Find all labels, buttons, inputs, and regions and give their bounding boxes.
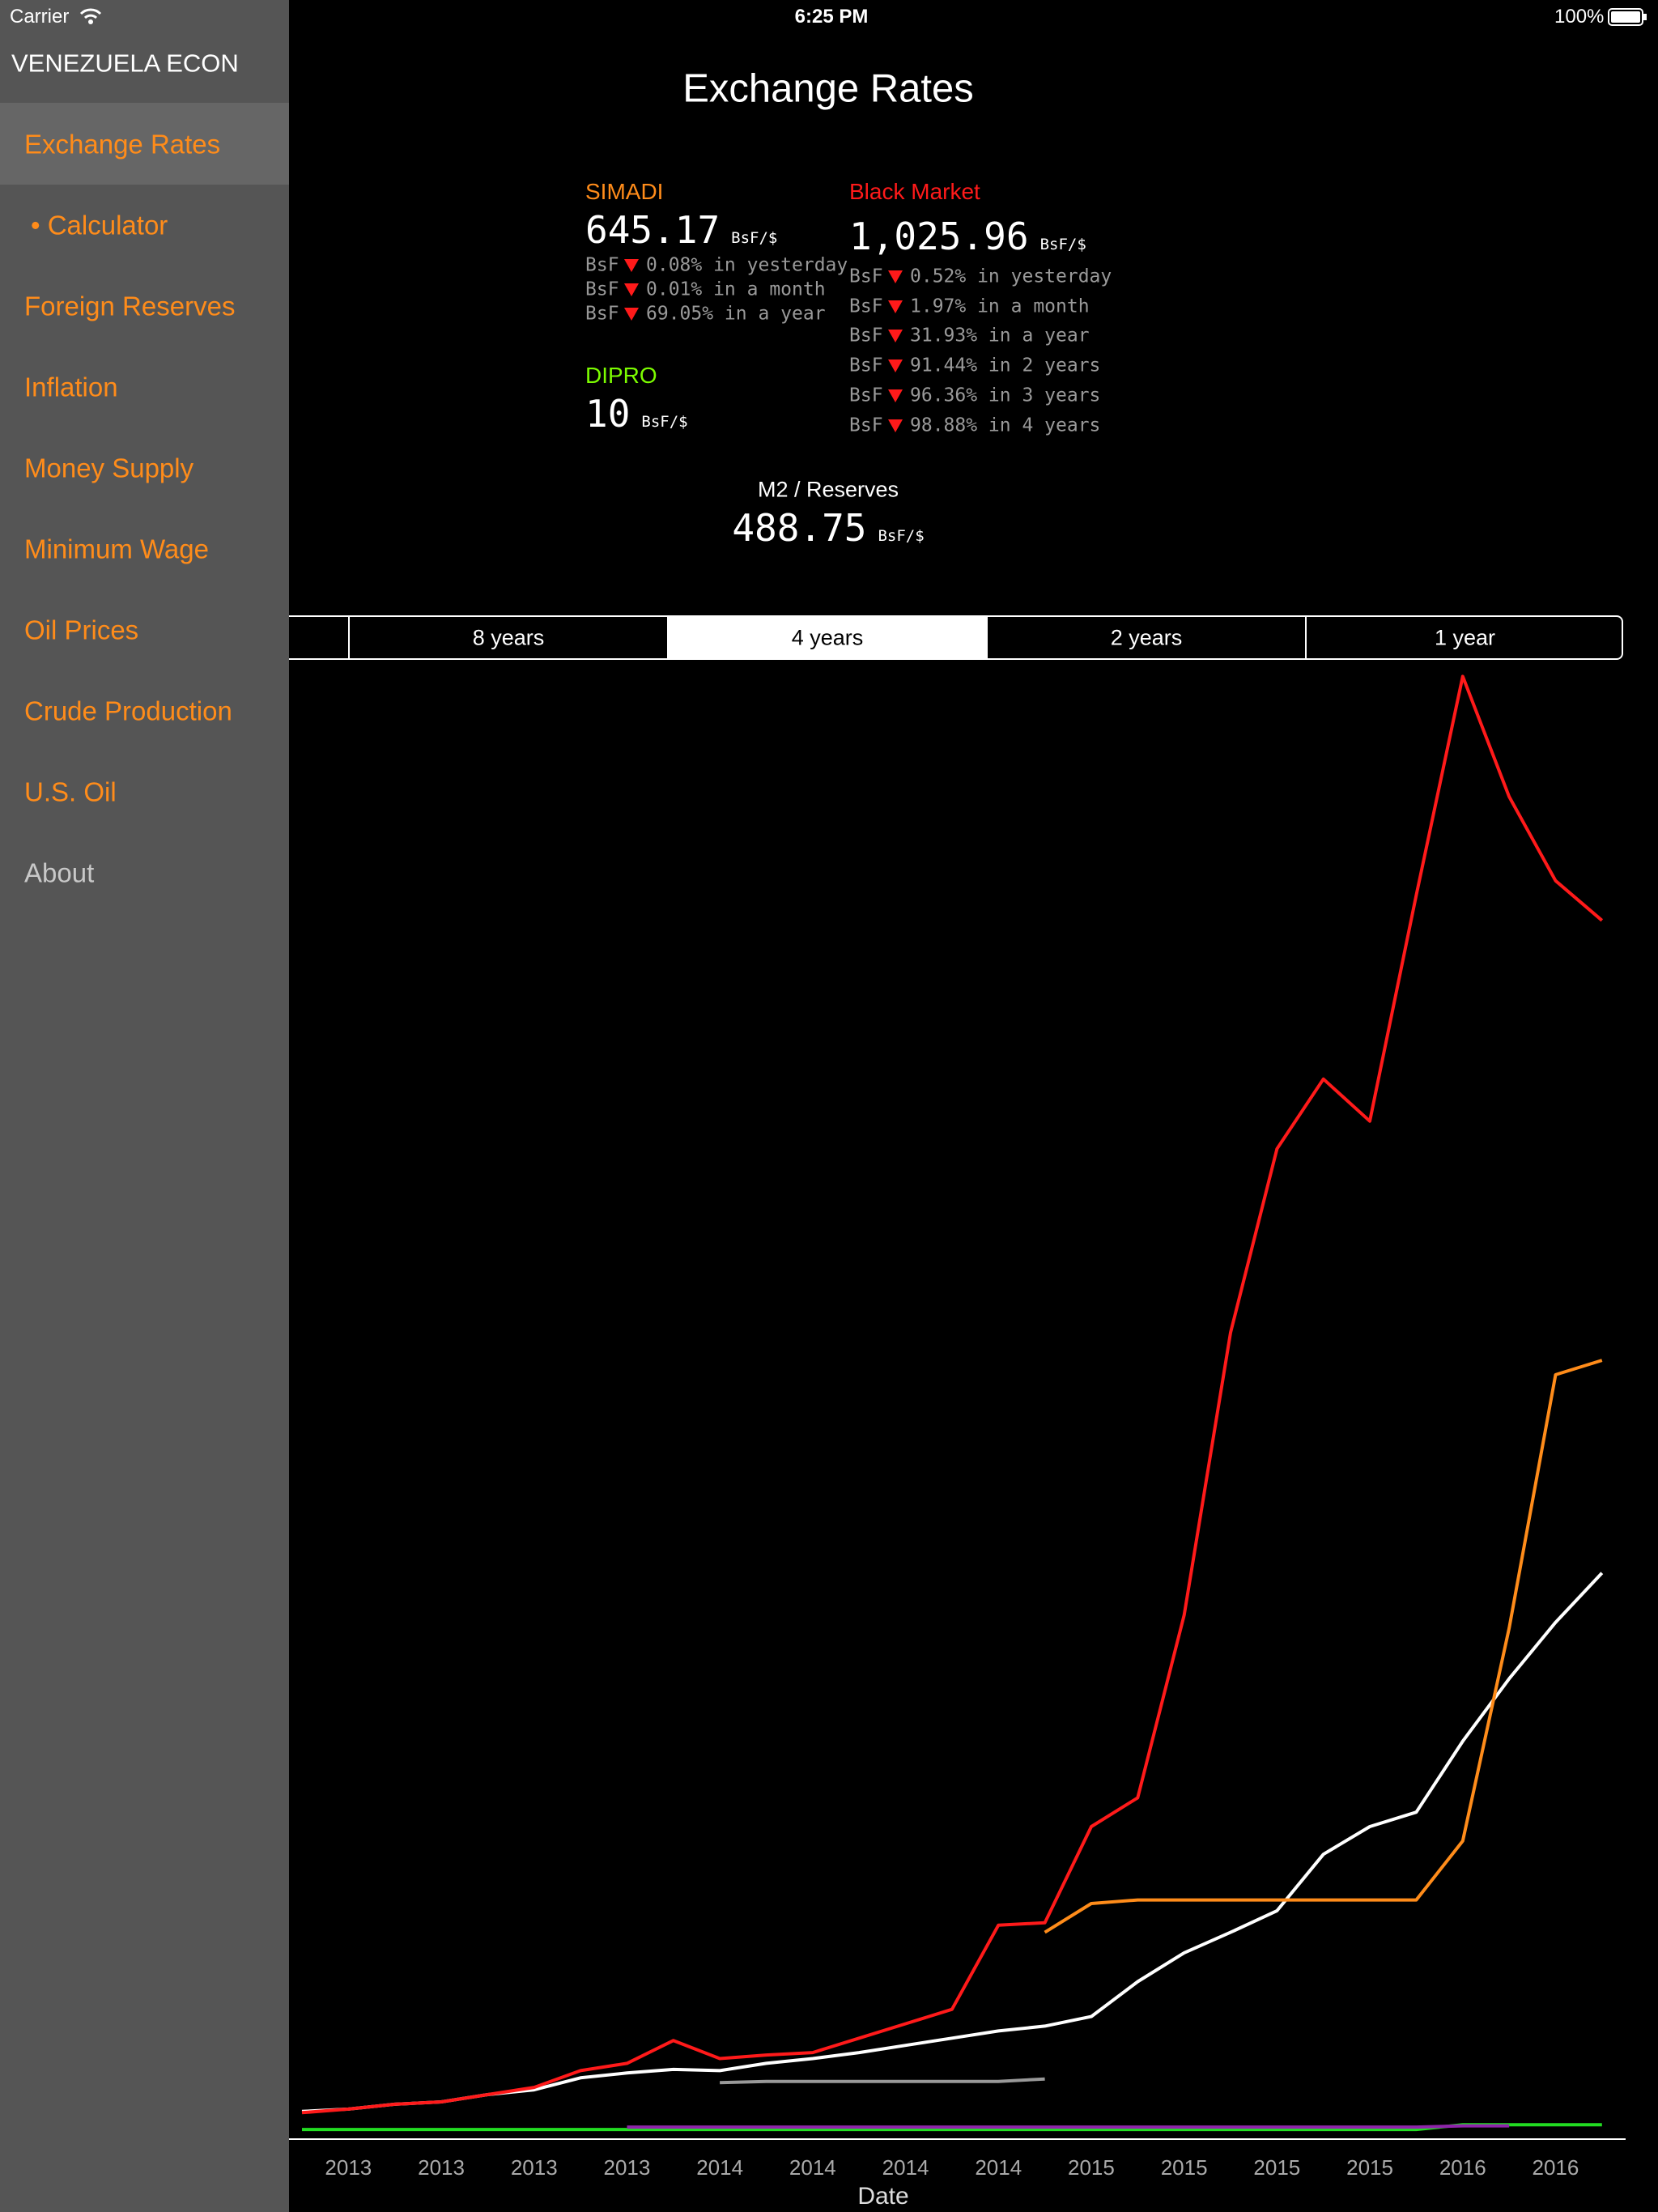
segment[interactable]: 8 years — [350, 617, 669, 658]
segment-label: 1 year — [1434, 625, 1496, 649]
change-currency: BsF — [849, 355, 883, 376]
segment[interactable]: 1 year — [1307, 617, 1623, 658]
x-tick-label: 2014 — [882, 2155, 929, 2180]
x-tick-label: 2013 — [325, 2155, 372, 2180]
x-tick-label: 2013 — [511, 2155, 558, 2180]
menu-item[interactable]: • Calculator — [31, 210, 168, 240]
change-currency: BsF — [585, 303, 619, 325]
change-currency: BsF — [849, 266, 883, 287]
rate-value: 645.17 — [585, 208, 721, 252]
down-arrow — [888, 419, 903, 432]
x-tick-label: 2015 — [1161, 2155, 1208, 2180]
menu-item[interactable]: Inflation — [24, 372, 118, 402]
app-title: VENEZUELA ECON — [11, 49, 239, 78]
x-tick-label: 2016 — [1439, 2155, 1486, 2180]
rate-unit: BsF/$ — [1039, 236, 1086, 253]
down-arrow — [624, 283, 639, 296]
battery-level: 100% — [1554, 6, 1605, 28]
segmented-control: 8 years 4 years 2 years 1 year — [289, 615, 1623, 660]
down-arrow — [888, 389, 903, 402]
rate-value-row: 10 BsF/$ — [585, 395, 688, 432]
change-text: 0.01% in a month — [646, 279, 826, 300]
rate-value-row: 1,025.96 BsF/$ — [849, 218, 1086, 255]
rate-label: SIMADI — [585, 179, 664, 204]
clock: 6:25 PM — [794, 6, 869, 28]
down-arrow — [888, 359, 903, 373]
x-tick-label: 2015 — [1346, 2155, 1393, 2180]
x-tick-label: 2015 — [1253, 2155, 1300, 2180]
change-text: 0.52% in yesterday — [910, 266, 1112, 287]
carrier: Carrier — [10, 6, 70, 28]
selected-row — [0, 103, 289, 185]
rate-unit: BsF/$ — [731, 229, 778, 247]
change-text: 91.44% in 2 years — [910, 355, 1101, 376]
segment-label: 8 years — [472, 625, 545, 649]
rate-unit: BsF/$ — [641, 413, 688, 431]
series-line — [720, 2077, 1045, 2085]
series-line — [1044, 1359, 1603, 1934]
change-text: 31.93% in a year — [910, 325, 1090, 347]
series-line — [627, 2124, 1510, 2129]
menu-item[interactable]: Foreign Reserves — [24, 291, 236, 321]
wifi-icon — [79, 8, 102, 24]
battery-icon — [1608, 8, 1647, 26]
change-currency: BsF — [849, 385, 883, 406]
x-tick-label: 2013 — [604, 2155, 651, 2180]
menu-item[interactable]: Oil Prices — [24, 615, 139, 645]
rate-value-row: 645.17 BsF/$ — [585, 211, 777, 249]
change-text: 1.97% in a month — [910, 296, 1090, 317]
x-tick-label: 2014 — [975, 2155, 1022, 2180]
segment[interactable] — [289, 617, 350, 658]
rate-value: 488.75 — [732, 506, 867, 550]
down-arrow — [624, 308, 639, 321]
page-title: Exchange Rates — [682, 66, 974, 111]
change-currency: BsF — [849, 415, 883, 436]
x-tick-label: 2015 — [1068, 2155, 1115, 2180]
segment[interactable]: 2 years — [988, 617, 1307, 658]
change-currency: BsF — [585, 279, 619, 300]
rate-label: M2 / Reserves — [757, 477, 899, 502]
rate-label: Black Market — [849, 179, 980, 204]
sidebar — [0, 0, 289, 2212]
menu-item[interactable]: Money Supply — [24, 453, 194, 483]
rate-label: DIPRO — [585, 363, 657, 388]
x-tick-label: 2016 — [1533, 2155, 1579, 2180]
rate-value-row: 488.75 BsF/$ — [732, 509, 924, 547]
change-text: 96.36% in 3 years — [910, 385, 1101, 406]
down-arrow — [888, 270, 903, 283]
rate-unit: BsF/$ — [878, 527, 925, 545]
x-tick-label: 2013 — [418, 2155, 465, 2180]
change-text: 0.08% in yesterday — [646, 254, 848, 276]
change-text: 69.05% in a year — [646, 303, 826, 325]
change-text: 98.88% in 4 years — [910, 415, 1101, 436]
change-currency: BsF — [849, 296, 883, 317]
menu-item[interactable]: U.S. Oil — [24, 776, 117, 807]
down-arrow — [624, 259, 639, 272]
rate-value: 10 — [585, 392, 631, 436]
series-line — [302, 2123, 1602, 2132]
menu-item[interactable]: About — [24, 857, 95, 888]
x-tick-label: 2014 — [696, 2155, 743, 2180]
segment-label: 2 years — [1110, 625, 1183, 649]
menu-item[interactable]: Exchange Rates — [24, 129, 221, 160]
series-line — [301, 674, 1604, 2115]
down-arrow — [888, 300, 903, 313]
down-arrow — [888, 330, 903, 343]
rate-value: 1,025.96 — [849, 215, 1029, 258]
menu-item[interactable]: Crude Production — [24, 696, 232, 726]
x-axis-title: Date — [857, 2183, 908, 2210]
menu-item[interactable]: Minimum Wage — [24, 534, 209, 564]
series-line — [301, 1572, 1604, 2113]
change-currency: BsF — [849, 325, 883, 347]
change-currency: BsF — [585, 254, 619, 276]
segment[interactable]: 4 years — [669, 617, 988, 658]
x-tick-label: 2014 — [789, 2155, 836, 2180]
segment-label: 4 years — [791, 625, 864, 649]
